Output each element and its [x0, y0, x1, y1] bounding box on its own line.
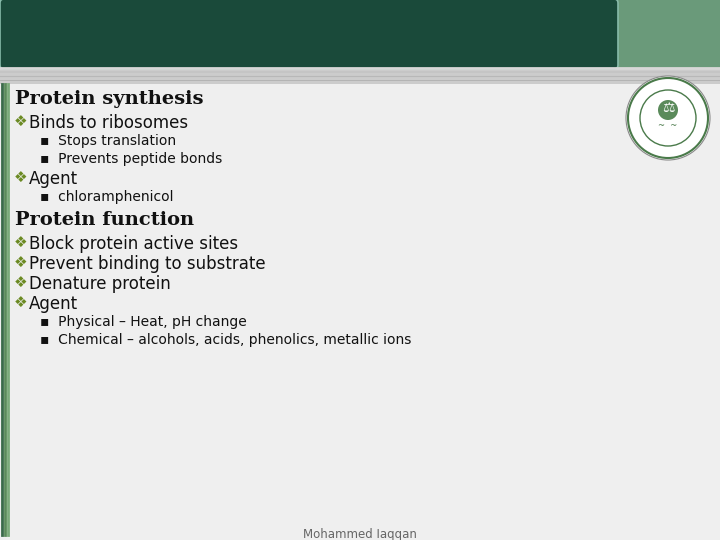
Text: ❖: ❖	[14, 295, 27, 310]
Text: ▪  Stops translation: ▪ Stops translation	[40, 134, 176, 148]
Text: Block protein active sites: Block protein active sites	[29, 235, 238, 253]
Text: Denature protein: Denature protein	[29, 275, 171, 293]
Text: ▪  Chemical – alcohols, acids, phenolics, metallic ions: ▪ Chemical – alcohols, acids, phenolics,…	[40, 333, 411, 347]
Text: ▪  Physical – Heat, pH change: ▪ Physical – Heat, pH change	[40, 315, 247, 329]
Text: Mohammed Iaqqan: Mohammed Iaqqan	[303, 528, 417, 540]
Circle shape	[658, 100, 678, 120]
Text: Agent: Agent	[29, 170, 78, 188]
Bar	[0, 68, 720, 84]
Text: ❖: ❖	[14, 235, 27, 250]
Text: Protein function: Protein function	[15, 211, 194, 229]
Text: Prevent binding to substrate: Prevent binding to substrate	[29, 255, 266, 273]
Bar	[0, 0, 720, 68]
FancyBboxPatch shape	[0, 0, 618, 69]
Text: ❖: ❖	[14, 275, 27, 290]
Text: Binds to ribosomes: Binds to ribosomes	[29, 114, 188, 132]
Text: ❖: ❖	[14, 255, 27, 270]
Text: ▪  chloramphenicol: ▪ chloramphenicol	[40, 190, 174, 204]
Text: ⚖: ⚖	[662, 101, 674, 115]
Text: ❖: ❖	[14, 114, 27, 129]
Text: ❖: ❖	[14, 170, 27, 185]
Text: Agent: Agent	[29, 295, 78, 313]
Text: ~  ~: ~ ~	[658, 122, 678, 131]
Text: Protein synthesis: Protein synthesis	[15, 90, 204, 108]
Circle shape	[626, 76, 710, 160]
Text: ▪  Prevents peptide bonds: ▪ Prevents peptide bonds	[40, 152, 222, 166]
